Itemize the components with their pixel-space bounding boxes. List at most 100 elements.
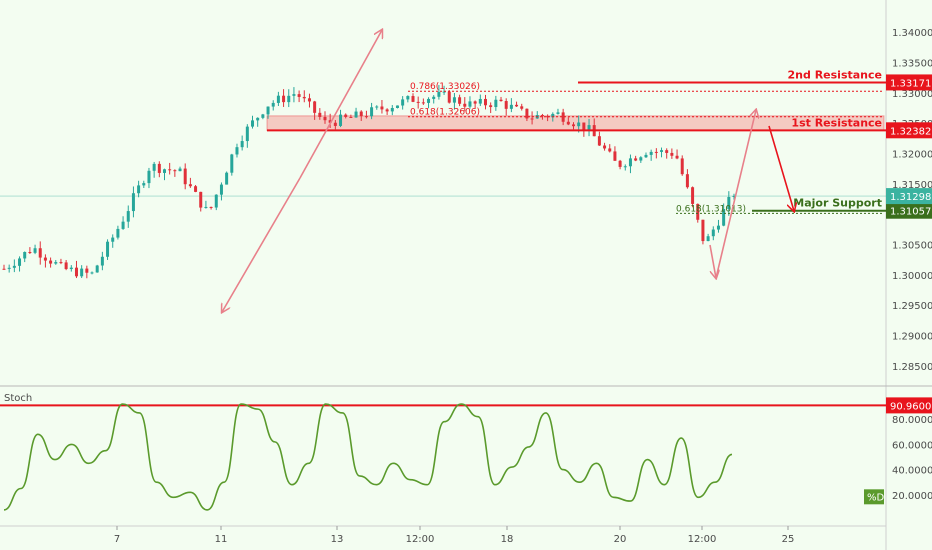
candle-body xyxy=(287,95,291,103)
candle-body xyxy=(178,168,182,172)
candle-body xyxy=(2,268,6,270)
candle-body xyxy=(561,112,565,122)
candle-body xyxy=(137,185,141,194)
stoch-tick-label: 60.0000 xyxy=(892,440,932,451)
candle-body xyxy=(80,268,84,277)
fib-level-label: 0.618(1.32606) xyxy=(410,108,480,118)
candle-body xyxy=(333,122,337,126)
candle-body xyxy=(12,265,16,268)
candle-body xyxy=(427,98,431,103)
candle-body xyxy=(416,101,420,103)
candle-body xyxy=(194,186,198,192)
projection-arrow xyxy=(222,177,301,312)
candle-body xyxy=(597,136,601,146)
stoch-series-tag-label: %D xyxy=(867,492,885,503)
candle-body xyxy=(204,206,208,208)
candle-body xyxy=(406,96,410,100)
candle-body xyxy=(54,262,58,264)
candle-body xyxy=(266,106,270,115)
price-tick-label: 1.30000 xyxy=(892,271,932,282)
candle-body xyxy=(458,97,462,104)
candle-body xyxy=(665,150,669,153)
candle-body xyxy=(587,125,591,131)
stochastic-pane: Stoch %D xyxy=(0,393,886,511)
time-tick-label: 20 xyxy=(614,534,627,545)
candle-body xyxy=(670,152,674,156)
price-tick-label: 1.33500 xyxy=(892,58,932,69)
candle-body xyxy=(473,101,477,104)
candle-body xyxy=(43,257,47,261)
candle-body xyxy=(256,117,260,121)
price-axis[interactable]: 1.340001.335001.330001.325001.320001.315… xyxy=(886,28,932,502)
candle-body xyxy=(509,104,513,109)
candle-body xyxy=(282,95,286,103)
candle-body xyxy=(478,98,482,104)
candle-body xyxy=(85,268,89,273)
candle-body xyxy=(613,151,617,161)
candle-body xyxy=(680,158,684,175)
candle-body xyxy=(33,248,37,253)
current-price-tag-label: 1.31298 xyxy=(890,192,931,203)
candle-body xyxy=(732,195,736,197)
candle-body xyxy=(385,109,389,112)
candle-body xyxy=(359,111,363,117)
candle-body xyxy=(261,114,265,118)
candle-body xyxy=(245,126,249,142)
candle-body xyxy=(240,141,244,148)
candle-body xyxy=(209,206,213,208)
candle-body xyxy=(483,98,487,106)
candle-body xyxy=(344,114,348,117)
candle-body xyxy=(318,112,322,117)
candle-body xyxy=(173,170,177,172)
time-tick-label: 12:00 xyxy=(406,534,435,545)
price-tick-label: 1.28500 xyxy=(892,362,932,373)
time-tick-label: 13 xyxy=(331,534,344,545)
candle-body xyxy=(447,91,451,103)
candle-body xyxy=(463,103,467,107)
candle-body xyxy=(660,150,664,152)
candle-body xyxy=(504,101,508,109)
price-tick-label: 1.34000 xyxy=(892,28,932,39)
candle-body xyxy=(582,122,586,131)
candle-body xyxy=(38,248,42,258)
candle-body xyxy=(354,111,358,118)
price-tick-label: 1.30500 xyxy=(892,241,932,252)
candle-body xyxy=(339,114,343,126)
candle-body xyxy=(64,262,68,270)
candle-body xyxy=(147,170,151,184)
candle-body xyxy=(701,219,705,242)
candle-body xyxy=(271,102,275,107)
fib-level-label: 0.618(1.31013) xyxy=(676,204,746,214)
level-price-tag xyxy=(886,74,932,91)
candle-body xyxy=(623,166,627,168)
current-price-tag xyxy=(886,188,932,205)
level-price-tag xyxy=(886,202,932,219)
stoch-series-tag xyxy=(864,489,884,505)
candle-body xyxy=(675,155,679,159)
price-tick-label: 1.31500 xyxy=(892,180,932,191)
candle-body xyxy=(540,115,544,117)
support-resistance-lines: 0.786(1.33026) 0.618(1.32606) 0.618(1.3101… xyxy=(267,68,886,214)
candle-body xyxy=(307,98,311,102)
candle-body xyxy=(421,102,425,104)
candle-body xyxy=(628,158,632,167)
candle-body xyxy=(297,94,301,97)
time-axis[interactable]: 7 11 13 12:00 18 20 12:00 25 xyxy=(114,526,795,545)
candle-body xyxy=(219,184,223,195)
candle-body xyxy=(546,116,550,118)
candle-body xyxy=(18,258,22,266)
candle-body xyxy=(276,95,280,103)
candle-body xyxy=(432,96,436,99)
candle-body xyxy=(437,91,441,97)
candle-body xyxy=(69,267,73,270)
candle-body xyxy=(401,99,405,106)
stoch-title: Stoch xyxy=(4,393,32,404)
time-tick-label: 7 xyxy=(114,534,120,545)
candle-body xyxy=(199,191,203,208)
candle-body xyxy=(556,112,560,114)
level-label: Major Support xyxy=(793,197,882,210)
candle-body xyxy=(551,113,555,118)
candle-body xyxy=(292,94,296,96)
candle-body xyxy=(126,211,130,222)
candle-body xyxy=(711,229,715,237)
